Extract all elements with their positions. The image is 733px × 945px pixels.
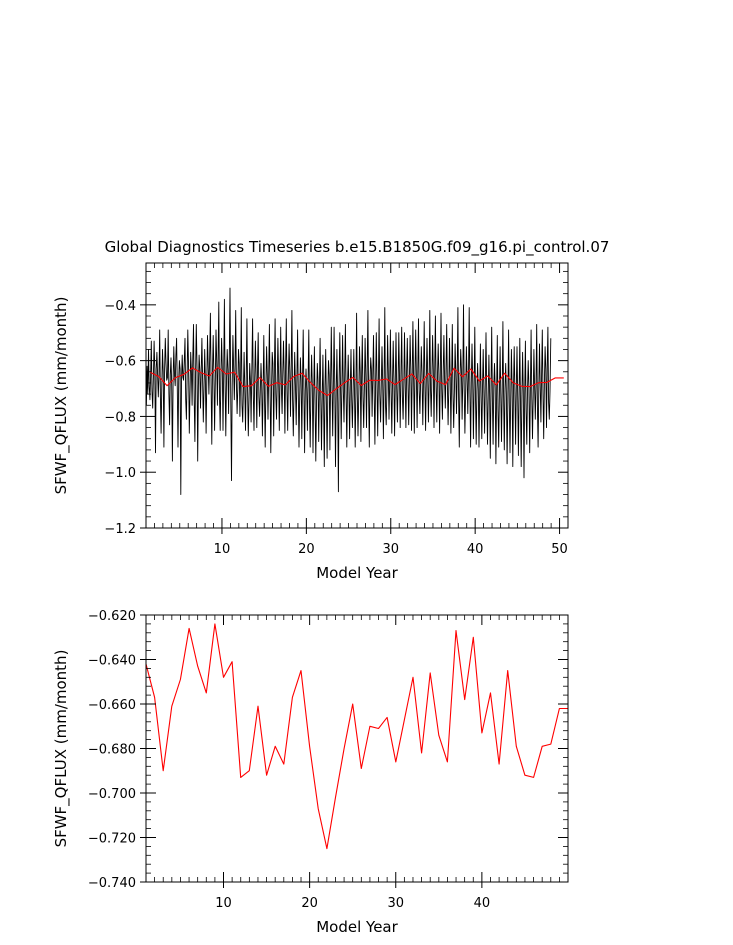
x-axis-label: Model Year: [316, 918, 398, 936]
y-tick-label: −0.8: [104, 410, 136, 425]
y-tick-label: −1.2: [104, 522, 136, 537]
series-line-annual-mean: [145, 623, 568, 850]
y-axis-label: SFWF_QFLUX (mm/month): [52, 650, 71, 848]
x-axis-label: Model Year: [316, 564, 398, 582]
y-tick-label: −0.740: [88, 876, 136, 891]
x-tick-label: 10: [215, 896, 232, 911]
y-tick-label: −0.660: [88, 698, 136, 713]
x-tick-label: 30: [387, 896, 404, 911]
x-tick-label: 40: [474, 896, 491, 911]
x-tick-label: 10: [214, 542, 231, 557]
y-tick-label: −0.4: [104, 299, 136, 314]
x-tick-label: 20: [298, 542, 315, 557]
y-axis-label: SFWF_QFLUX (mm/month): [52, 297, 71, 495]
y-tick-label: −0.6: [104, 355, 136, 370]
x-tick-label: 50: [551, 542, 568, 557]
series-line-monthly: [145, 287, 552, 495]
y-tick-label: −0.620: [88, 609, 136, 624]
y-tick-label: −0.640: [88, 654, 136, 669]
chart-title: Global Diagnostics Timeseries b.e15.B185…: [105, 238, 610, 257]
y-tick-label: −0.680: [88, 743, 136, 758]
series-line-annual-mean: [149, 366, 564, 397]
top-panel: 10 20 30 40 50 −1.2 −1.0 −0.8 −0.6 −0.4 Model Year…: [52, 262, 569, 582]
x-tick-label: 30: [382, 542, 399, 557]
x-tick-label: 40: [467, 542, 484, 557]
y-tick-label: −0.700: [88, 787, 136, 802]
x-tick-label: 20: [301, 896, 318, 911]
y-tick-label: −0.720: [88, 832, 136, 847]
plot-frame: [145, 614, 569, 883]
y-tick-label: −1.0: [104, 466, 136, 481]
bottom-panel: 10 20 30 40 −0.740 −0.720 −0.700 −0.680 −0.660 −0…: [52, 609, 569, 936]
